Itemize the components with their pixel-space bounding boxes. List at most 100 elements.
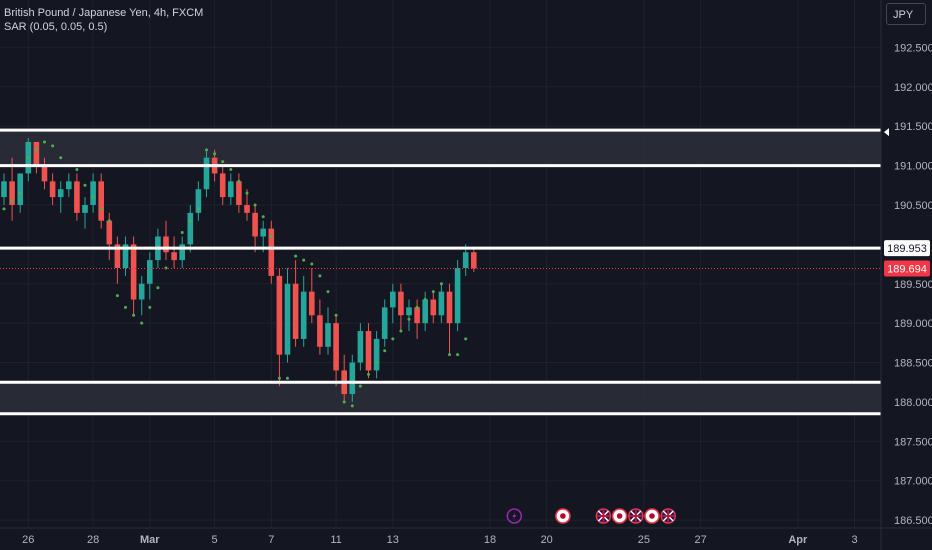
candle-body bbox=[252, 212, 258, 237]
candle-body bbox=[381, 307, 388, 339]
sar-dot bbox=[464, 337, 468, 341]
sar-dot bbox=[294, 254, 298, 258]
candle-body bbox=[203, 157, 210, 190]
candle-body bbox=[171, 252, 177, 261]
x-tick-label: 13 bbox=[387, 534, 399, 546]
candle-body bbox=[114, 244, 121, 268]
candle-body bbox=[9, 181, 15, 205]
price-badges: 189.953 189.694 bbox=[884, 128, 930, 277]
sar-dot bbox=[213, 152, 217, 156]
candle-body bbox=[244, 204, 250, 213]
x-tick-label: 27 bbox=[694, 534, 706, 546]
symbol-title[interactable]: British Pound / Japanese Yen, 4h, FXCM bbox=[4, 7, 204, 19]
candle-body bbox=[82, 204, 88, 213]
sar-dot bbox=[18, 191, 22, 195]
x-tick-label: 28 bbox=[87, 534, 99, 546]
sar-dot bbox=[124, 305, 127, 309]
y-tick-label: 192.500 bbox=[894, 42, 932, 54]
zones bbox=[0, 130, 881, 414]
sar-dot bbox=[132, 313, 136, 317]
sar-dot bbox=[277, 376, 281, 380]
candle-body bbox=[41, 165, 48, 182]
candle-body bbox=[195, 189, 202, 213]
candle-body bbox=[130, 244, 137, 300]
sar-dot bbox=[358, 384, 362, 388]
candle-body bbox=[57, 189, 64, 198]
sar-dot bbox=[456, 353, 460, 357]
candle-body bbox=[454, 268, 461, 324]
sar-dot bbox=[99, 207, 103, 211]
level-price-badge bbox=[884, 240, 930, 257]
indicator-label[interactable]: SAR (0.05, 0.05, 0.5) bbox=[4, 21, 108, 33]
sar-dot bbox=[34, 148, 38, 152]
sar-dot bbox=[318, 274, 322, 278]
horizontal-levels[interactable] bbox=[0, 128, 881, 416]
candle-body bbox=[268, 228, 275, 276]
sar-dot bbox=[245, 191, 249, 195]
price-badge-text: 189.953 bbox=[887, 243, 927, 255]
candle-body bbox=[422, 299, 428, 324]
candle-body bbox=[398, 291, 404, 316]
candle-body bbox=[1, 181, 7, 198]
candle-body bbox=[147, 260, 153, 284]
sar-dot bbox=[115, 294, 119, 298]
zone-rect bbox=[0, 130, 881, 166]
candles bbox=[1, 138, 477, 402]
y-tick-label: 188.000 bbox=[894, 397, 932, 409]
sar-dot bbox=[375, 361, 379, 365]
sar-dot bbox=[237, 179, 241, 183]
candle-body bbox=[122, 244, 129, 268]
y-tick-label: 191.000 bbox=[894, 161, 932, 173]
candle-body bbox=[446, 291, 453, 324]
price-badge-text: 189.694 bbox=[887, 263, 927, 275]
y-tick-label: 189.500 bbox=[894, 279, 932, 291]
candle-body bbox=[414, 307, 420, 324]
event-markers[interactable] bbox=[506, 508, 676, 524]
price-axis[interactable]: 192.500 192.000 191.500 191.000 190.500 189.5… bbox=[894, 42, 932, 527]
candle-body bbox=[292, 283, 299, 339]
sar-dot bbox=[188, 219, 192, 223]
flag-gb-cross bbox=[597, 510, 610, 522]
candle-body bbox=[430, 299, 437, 316]
candle-body bbox=[106, 220, 113, 245]
sar-dot bbox=[59, 156, 63, 160]
candle-body bbox=[74, 181, 80, 213]
flag-gb-cross bbox=[662, 510, 675, 522]
sar-dot bbox=[75, 168, 79, 172]
x-tick-label: 7 bbox=[268, 534, 274, 546]
candle-body bbox=[236, 181, 242, 205]
sar-dot bbox=[140, 321, 144, 325]
candle-body bbox=[66, 181, 72, 190]
sar-dot bbox=[391, 337, 395, 341]
sar-dot bbox=[10, 199, 14, 203]
sar-dot bbox=[83, 183, 87, 187]
candle-body bbox=[325, 323, 331, 347]
sar-dot bbox=[286, 376, 289, 380]
candle-body bbox=[138, 283, 145, 300]
flag-gb-cross bbox=[629, 510, 642, 522]
sar-dot bbox=[302, 258, 306, 262]
sar-dot bbox=[350, 404, 354, 408]
lightning-icon[interactable] bbox=[506, 508, 523, 524]
flag-jp-dot bbox=[616, 513, 623, 519]
candle-body bbox=[471, 252, 477, 269]
sar-dot bbox=[326, 290, 330, 294]
x-tick-label: 18 bbox=[484, 534, 496, 546]
sar-dot bbox=[51, 144, 55, 148]
candle-body bbox=[276, 275, 283, 355]
candle-body bbox=[260, 228, 266, 237]
sar-dot bbox=[156, 286, 160, 290]
sar-dot bbox=[269, 234, 273, 238]
candle-body bbox=[406, 307, 412, 316]
sar-dot bbox=[221, 160, 225, 164]
candle-body bbox=[187, 212, 194, 245]
sar-dot bbox=[423, 298, 427, 302]
candle-body bbox=[49, 181, 56, 198]
x-tick-label: 26 bbox=[22, 534, 34, 546]
time-axis[interactable]: 26 28 Mar 5 7 11 13 18 20 25 27 Apr 3 bbox=[22, 534, 857, 546]
currency-button[interactable]: JPY bbox=[886, 3, 926, 25]
y-tick-label: 190.500 bbox=[894, 200, 932, 212]
sar-dot bbox=[399, 329, 403, 333]
sar-dot bbox=[367, 372, 370, 376]
